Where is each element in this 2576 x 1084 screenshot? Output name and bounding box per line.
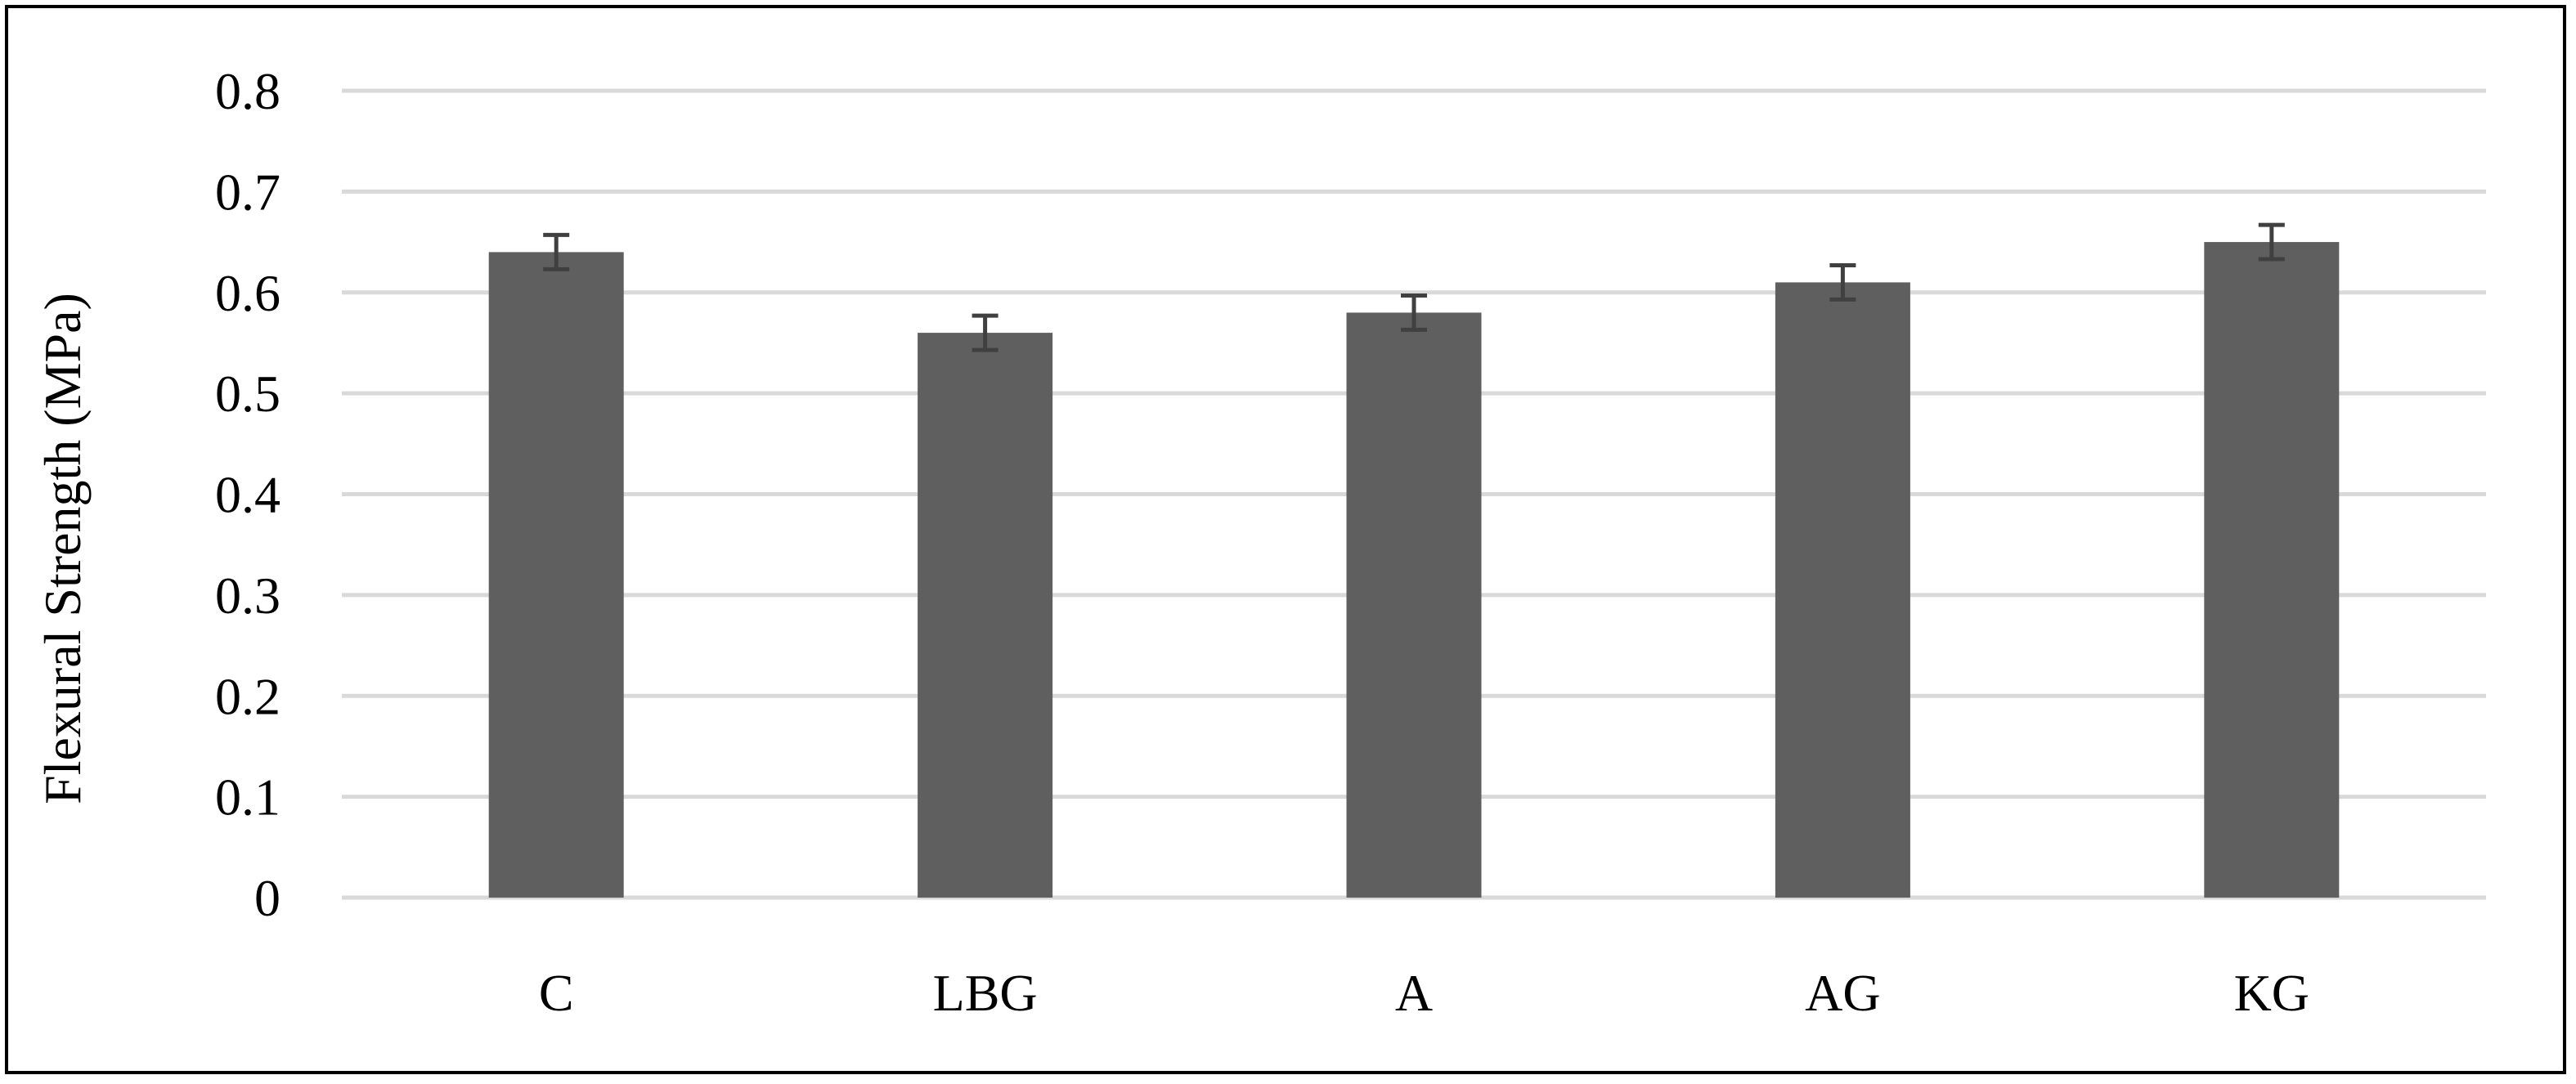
bar-ag [1775,282,1910,898]
error-bar-c [543,232,570,271]
error-bar-kg [2258,222,2285,262]
x-tick-label: KG [2234,964,2309,1022]
x-tick-label: A [1395,964,1433,1022]
x-tick-label: LBG [933,964,1038,1022]
y-tick-label: 0.6 [215,264,280,322]
error-bar-a [1401,293,1427,332]
y-tick-label: 0.5 [215,365,280,423]
error-bar-ag [1829,262,1856,302]
bar-lbg [918,333,1053,898]
y-tick-labels: 0 0.1 0.2 0.3 0.4 0.5 0.6 0.7 0.8 [215,62,280,927]
y-tick-label: 0.1 [215,768,280,826]
bar-kg [2204,242,2340,898]
bar-a [1346,312,1482,898]
y-tick-label: 0.7 [215,163,280,221]
y-tick-label: 0.3 [215,567,280,625]
y-tick-label: 0.4 [215,466,280,524]
error-bars [543,222,2285,352]
x-tick-label: AG [1805,964,1880,1022]
y-axis-title: Flexural Strength (MPa) [34,293,92,804]
y-tick-label: 0.2 [215,667,280,725]
y-tick-label: 0 [254,869,280,927]
y-tick-label: 0.8 [215,62,280,120]
error-bar-lbg [972,313,999,352]
bar-c [488,252,624,898]
x-tick-labels: C LBG A AG KG [539,964,2309,1022]
bars [488,242,2340,898]
x-tick-label: C [539,964,574,1022]
